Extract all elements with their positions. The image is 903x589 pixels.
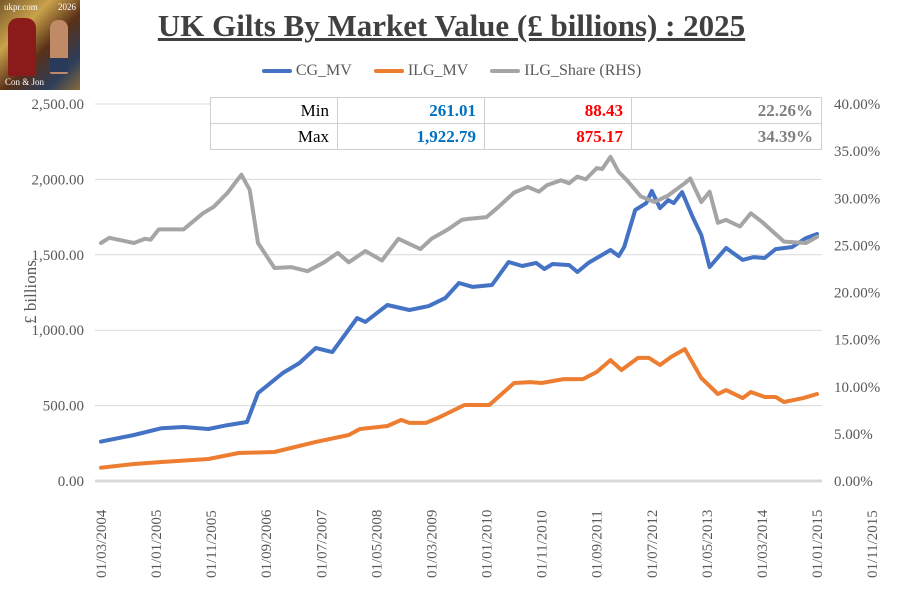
x-tick-label: 01/01/2005 xyxy=(149,510,165,578)
x-tick-label: 01/03/2009 xyxy=(424,510,440,578)
legend-item-ilg: ILG_MV xyxy=(373,62,469,80)
legend-swatch-ilg xyxy=(373,69,404,73)
y-right-tick-label: 30.00% xyxy=(834,191,880,207)
legend-label-ilg: ILG_MV xyxy=(407,62,469,79)
y-right-tick-label: 35.00% xyxy=(834,144,880,160)
x-tick-label: 01/05/2013 xyxy=(700,510,716,578)
legend-label-share: ILG_Share (RHS) xyxy=(524,62,642,79)
x-tick-label: 01/01/2010 xyxy=(480,510,496,578)
logo-figure-shorts xyxy=(50,58,68,72)
stats-table: Min 261.01 88.43 22.26% Max 1,922.79 875… xyxy=(210,97,822,150)
x-tick-label: 01/11/2005 xyxy=(204,510,220,578)
legend-item-share: ILG_Share (RHS) xyxy=(490,62,641,80)
series-line-cg-mv xyxy=(99,189,819,444)
x-tick-label: 01/03/2004 xyxy=(94,509,110,578)
x-tick-label: 01/11/2015 xyxy=(865,510,881,578)
series-line-ilg-share-rhs- xyxy=(99,154,819,274)
y-tick-label: 2,500.00 xyxy=(32,97,85,113)
stats-ilg-min: 88.43 xyxy=(484,97,632,124)
y-right-tick-label: 15.00% xyxy=(834,333,880,349)
stats-cg-min: 261.01 xyxy=(337,97,485,124)
legend-swatch-cg xyxy=(261,69,292,73)
x-tick-label: 01/07/2012 xyxy=(645,510,661,578)
y-tick-label: 2,000.00 xyxy=(32,172,85,188)
legend-item-cg: CG_MV xyxy=(261,62,352,80)
y-axis-label: £ billions xyxy=(21,260,40,324)
x-tick-label: 01/09/2011 xyxy=(590,510,606,578)
y-right-tick-label: 20.00% xyxy=(834,286,880,302)
stats-label: Min xyxy=(210,97,338,124)
y-right-tick-label: 10.00% xyxy=(834,380,880,396)
stats-label: Max xyxy=(210,123,338,150)
y-tick-label: 0.00 xyxy=(58,474,84,490)
x-tick-label: 01/05/2008 xyxy=(369,510,385,578)
logo-image: ukpr.com 2026 Con & Jon xyxy=(0,0,80,90)
y-tick-label: 1,000.00 xyxy=(32,323,85,339)
stats-cg-max: 1,922.79 xyxy=(337,123,485,150)
x-tick-label: 01/11/2010 xyxy=(535,510,551,578)
series-line-ilg-mv xyxy=(99,347,819,470)
logo-year: 2026 xyxy=(58,2,76,12)
logo-site: ukpr.com xyxy=(4,2,38,12)
legend-label-cg: CG_MV xyxy=(295,62,352,79)
logo-figure-king xyxy=(8,18,36,76)
stats-share-max: 34.39% xyxy=(631,123,822,150)
stats-share-min: 22.26% xyxy=(631,97,822,124)
x-tick-label: 01/09/2006 xyxy=(259,509,275,578)
stats-row-max: Max 1,922.79 875.17 34.39% xyxy=(210,123,822,150)
y-tick-label: 1,500.00 xyxy=(32,248,85,264)
legend: CG_MV ILG_MV ILG_Share (RHS) xyxy=(0,62,903,80)
stats-ilg-max: 875.17 xyxy=(484,123,632,150)
legend-swatch-share xyxy=(490,69,521,73)
y-tick-label: 500.00 xyxy=(43,399,84,415)
y-right-tick-label: 0.00% xyxy=(834,474,873,490)
x-tick-label: 01/01/2015 xyxy=(810,510,826,578)
x-tick-label: 01/07/2007 xyxy=(314,509,330,578)
y-right-tick-label: 5.00% xyxy=(834,427,873,443)
x-tick-label: 01/03/2014 xyxy=(755,509,771,578)
stats-row-min: Min 261.01 88.43 22.26% xyxy=(210,97,822,124)
y-right-tick-label: 25.00% xyxy=(834,238,880,254)
chart-title: UK Gilts By Market Value (£ billions) : … xyxy=(157,8,746,43)
y-right-tick-label: 40.00% xyxy=(834,97,880,113)
logo-names: Con & Jon xyxy=(5,77,45,87)
